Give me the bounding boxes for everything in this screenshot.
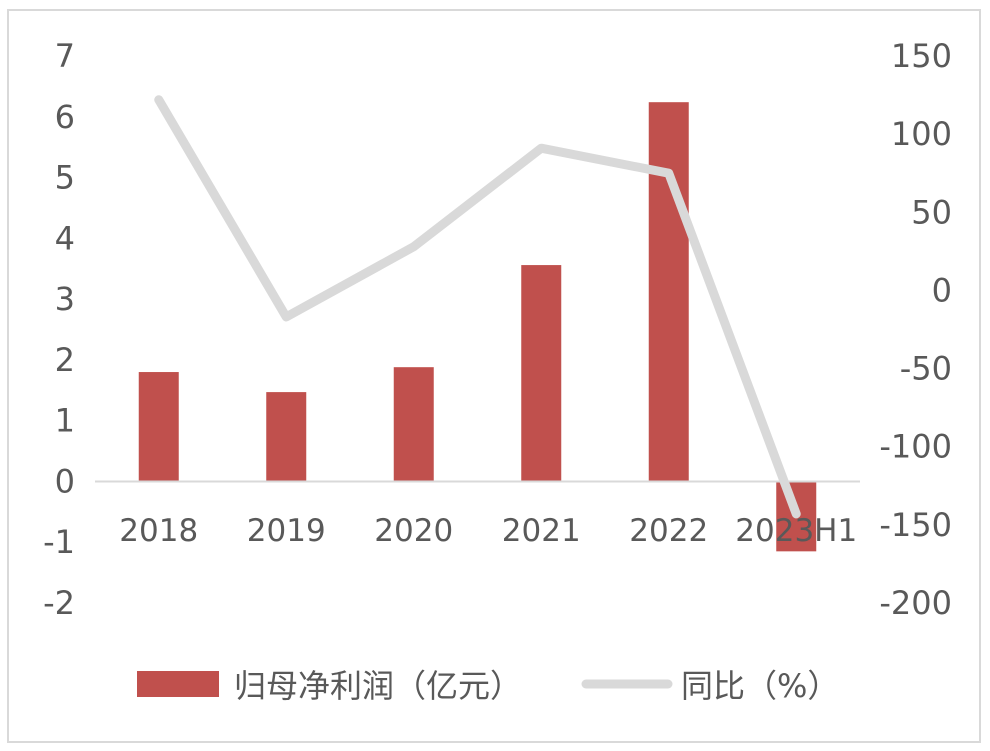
right-tick-label: -200 [879, 584, 952, 622]
right-axis: 150 100 50 0 -50 -100 -150 -200 [879, 37, 952, 622]
left-tick-label: 2 [55, 341, 75, 379]
category-labels: 2018 2019 2020 2021 2022 2023H1 [119, 513, 857, 549]
right-tick-label: 150 [891, 37, 952, 75]
left-axis: 7 6 5 4 3 2 1 0 -1 -2 [43, 37, 75, 622]
legend: 归母净利润（亿元） 同比（%） [137, 667, 839, 705]
category-label: 2021 [502, 513, 581, 549]
right-tick-label: -100 [879, 428, 952, 466]
bar [138, 372, 179, 482]
category-label: 2020 [374, 513, 453, 549]
left-tick-label: -2 [43, 584, 75, 622]
right-tick-label: 0 [932, 271, 952, 309]
left-tick-label: 3 [55, 280, 75, 318]
bar [393, 367, 434, 482]
left-tick-label: 7 [55, 37, 75, 75]
legend-label-bar: 归母净利润（亿元） [234, 667, 522, 705]
bar [648, 102, 689, 482]
left-tick-label: 6 [55, 98, 75, 136]
legend-swatch-bar [137, 671, 219, 697]
left-tick-label: 0 [55, 462, 75, 500]
category-label: 2022 [629, 513, 708, 549]
bar [521, 265, 562, 482]
right-tick-label: 50 [911, 193, 952, 231]
bar [266, 392, 307, 482]
category-label: 2023H1 [735, 513, 857, 549]
category-label: 2018 [119, 513, 198, 549]
legend-label-line: 同比（%） [681, 667, 839, 705]
right-tick-label: -150 [879, 506, 952, 544]
left-tick-label: 1 [55, 402, 75, 440]
chart-frame [7, 9, 981, 743]
left-tick-label: 4 [55, 219, 75, 257]
category-label: 2019 [247, 513, 326, 549]
yoy-line [154, 95, 801, 519]
left-tick-label: 5 [55, 159, 75, 197]
right-tick-label: 100 [891, 115, 952, 153]
left-tick-label: -1 [43, 523, 75, 561]
bar-series [138, 102, 817, 552]
right-tick-label: -50 [900, 350, 952, 388]
